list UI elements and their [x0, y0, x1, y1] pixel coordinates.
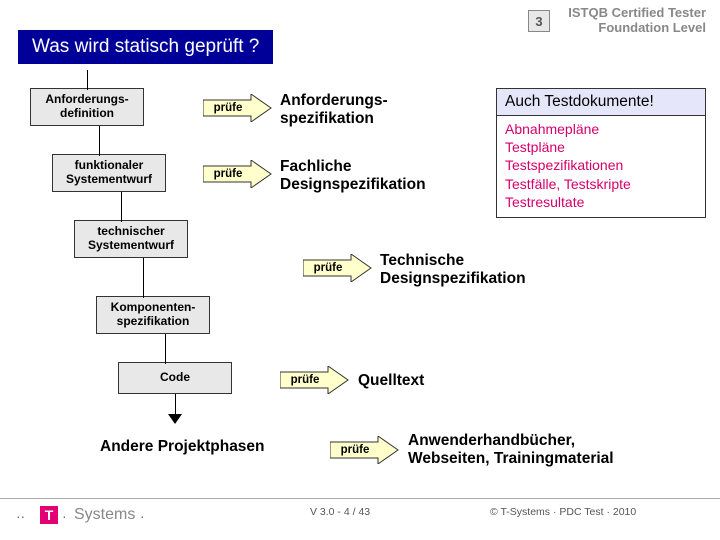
logo-systems: Systems [74, 506, 135, 524]
info-item-0: Abnahmepläne [505, 120, 697, 138]
logo-dots-mid: · [62, 508, 65, 524]
check-label-1: prüfe [206, 164, 250, 184]
stage-box-3: Komponenten-spezifikation [96, 296, 210, 334]
other-phases: Andere Projektphasen [100, 438, 265, 456]
stage-box-0: Anforderungs-definition [30, 88, 144, 126]
connector-0 [87, 70, 88, 90]
info-item-1: Testpläne [505, 138, 697, 156]
connector-1 [99, 126, 100, 156]
logo-dots-right: · [140, 508, 143, 524]
connector-2 [121, 192, 122, 222]
spec-text-1: FachlicheDesignspezifikation [280, 158, 426, 194]
info-item-2: Testspezifikationen [505, 156, 697, 174]
stage-box-1: funktionalerSystementwurf [52, 154, 166, 192]
logo-dots-left: · · [16, 508, 23, 524]
check-label-3: prüfe [283, 370, 327, 390]
connector-3 [143, 258, 144, 298]
check-label-0: prüfe [206, 98, 250, 118]
spec-text-0: Anforderungs-spezifikation [280, 92, 388, 128]
spec-text-2: TechnischeDesignspezifikation [380, 252, 526, 288]
spec-text-4: Anwenderhandbücher,Webseiten, Trainingma… [408, 432, 614, 468]
stage-box-2: technischerSystementwurf [74, 220, 188, 258]
stage-box-4: Code [118, 362, 232, 394]
info-item-3: Testfälle, Testskripte [505, 175, 697, 193]
check-label-2: prüfe [306, 258, 350, 278]
logo-t-icon: T [40, 506, 58, 524]
info-box: Auch Testdokumente! AbnahmepläneTestplän… [496, 88, 706, 218]
footer-version: V 3.0 - 4 / 43 [310, 506, 370, 518]
footer-copyright: © T-Systems · PDC Test · 2010 [490, 506, 636, 518]
info-title: Auch Testdokumente! [497, 89, 705, 116]
header-page-number: 3 [528, 10, 550, 32]
slide-title: Was wird statisch geprüft ? [18, 30, 273, 64]
header-line2: Foundation Level [556, 21, 706, 36]
info-item-4: Testresultate [505, 193, 697, 211]
chain-arrowhead [168, 414, 182, 424]
header-cert: ISTQB Certified Tester Foundation Level [556, 6, 706, 36]
connector-4 [165, 334, 166, 364]
check-label-4: prüfe [333, 440, 377, 460]
header-line1: ISTQB Certified Tester [556, 6, 706, 21]
spec-text-3: Quelltext [358, 372, 424, 390]
info-body: AbnahmepläneTestpläneTestspezifikationen… [497, 116, 705, 217]
